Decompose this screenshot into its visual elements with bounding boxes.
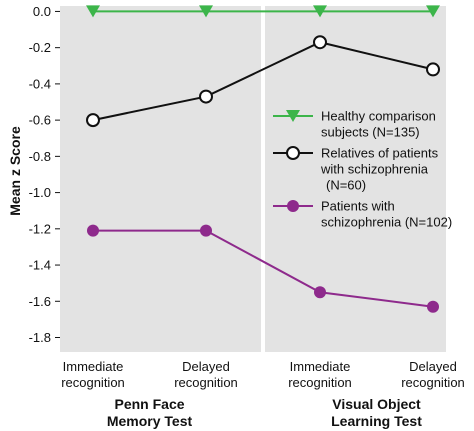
y-axis: 0.0 -0.2 -0.4 -0.6 -0.8 -1.0 -1.2 -1.4 -1.6 -1.8 [29,4,60,345]
data-point [199,89,213,104]
y-tick-label: -0.2 [29,40,51,55]
data-point [426,5,440,18]
x-category-label: Delayed recognition [174,359,238,390]
y-tick-label: -1.6 [29,294,51,309]
y-tick-label: -0.8 [29,149,51,164]
y-tick-label: -1.0 [29,185,51,200]
data-point [199,5,213,18]
series-1 [86,5,440,18]
data-point [314,286,326,299]
series-lines [86,5,440,313]
series-line [92,41,434,122]
y-tick-label: -0.4 [29,76,51,91]
y-tick-label: -1.2 [29,221,51,236]
legend-entry: Patients with schizophrenia (N=102) [273,199,452,230]
y-tick-label: -0.6 [29,113,51,128]
legend-label: Relatives of patients with schizophrenia(… [320,146,439,193]
y-tick-label: -1.4 [29,258,51,273]
series-3 [87,224,439,313]
legend-marker [287,200,299,212]
series-2 [86,35,440,128]
data-point [87,224,99,237]
y-tick-label: 0.0 [33,4,51,19]
x-category-labels: Immediate recognition Delayed recognition Im… [61,359,465,390]
x-category-label: Immediate recognition [61,359,125,390]
legend: Healthy comparison subjects (N=135) Relati… [273,109,452,230]
data-point [200,224,212,237]
test-group-label: Penn Face Memory Test [107,396,193,429]
legend-label: Patients with schizophrenia (N=102) [321,199,452,230]
y-axis-title: Mean z Score [7,126,23,216]
series-line [93,229,434,308]
legend-entry: Relatives of patients with schizophrenia(… [273,146,439,193]
y-tick-label: -1.8 [29,330,51,345]
legend-marker [286,110,300,122]
test-group-label: Visual Object Learning Test [331,396,422,429]
x-category-label: Immediate recognition [288,359,352,390]
legend-marker [286,146,300,160]
plot-panel-2 [265,6,446,352]
plot-panel-1 [60,6,261,352]
x-category-label: Delayed recognition [401,359,465,390]
legend-entry: Healthy comparison subjects (N=135) [273,109,436,140]
data-point [313,35,327,50]
data-point [427,300,439,313]
data-point [86,113,100,128]
test-group-labels: Penn Face Memory Test Visual Object Learnin… [107,396,422,429]
data-point [313,5,327,18]
data-point [426,62,440,77]
data-point [86,5,100,18]
legend-label: Healthy comparison subjects (N=135) [321,109,436,140]
